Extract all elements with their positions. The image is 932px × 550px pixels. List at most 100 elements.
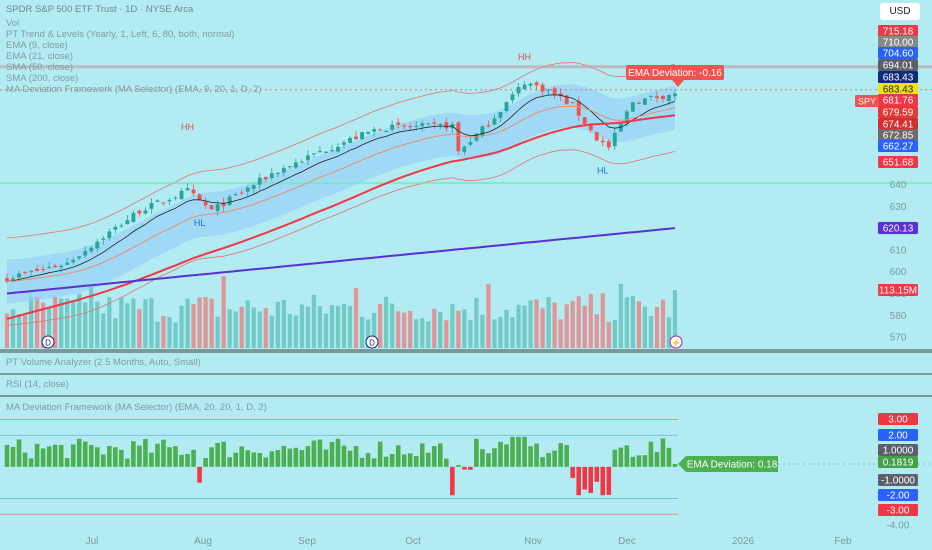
pane-rsi-title[interactable]: RSI (14, close): [6, 379, 69, 390]
candle-body: [287, 166, 292, 168]
deviation-bar: [185, 453, 190, 467]
deviation-bar: [528, 446, 533, 467]
deviation-bar: [407, 453, 413, 467]
deviation-bar: [347, 450, 353, 467]
volume-bar: [245, 300, 250, 348]
volume-bar: [59, 298, 64, 348]
deviation-bar: [245, 450, 251, 467]
deviation-tick-label: -4.00: [887, 521, 910, 532]
volume-bar: [480, 314, 485, 348]
deviation-bar: [137, 445, 142, 467]
ema9-line: [6, 94, 676, 282]
deviation-bar: [431, 446, 437, 467]
volume-bar: [624, 297, 629, 348]
indicator-vol[interactable]: Vol: [6, 18, 20, 29]
candle-body: [432, 122, 437, 124]
deviation-bar: [299, 450, 305, 467]
volume-bar: [438, 311, 443, 348]
volume-bar: [131, 298, 136, 348]
deviation-bar: [540, 457, 545, 467]
volume-bar: [71, 300, 76, 348]
deviation-bar: [113, 447, 118, 467]
deviation-bar: [191, 449, 196, 467]
candle-body: [420, 123, 425, 127]
deviation-tick-label: -3.00: [887, 506, 910, 517]
price-tag: 683.43: [883, 73, 914, 84]
deviation-bar: [287, 448, 293, 467]
candle-body: [528, 83, 533, 86]
candle-body: [245, 187, 250, 192]
deviation-band-lower: [6, 149, 676, 326]
x-tick-label: Dec: [618, 536, 636, 547]
deviation-bar: [660, 438, 666, 467]
volume-bar: [618, 283, 623, 348]
indicator-ma-deviation[interactable]: MA Deviation Framework (MA Selector) (EM…: [6, 84, 262, 95]
deviation-bar: [552, 450, 557, 467]
x-tick-label: 2026: [732, 536, 755, 547]
candle-body: [191, 189, 196, 194]
volume-bar: [396, 311, 401, 348]
indicator-sma200[interactable]: SMA (200, close): [6, 73, 79, 84]
deviation-bar: [52, 444, 58, 467]
pane-deviation-title[interactable]: MA Deviation Framework (MA Selector) (EM…: [6, 402, 267, 413]
deviation-tick-label: -2.00: [887, 491, 910, 502]
candle-body: [155, 200, 160, 202]
volume-bar: [570, 300, 575, 348]
deviation-bar: [179, 454, 184, 467]
x-tick-label: Nov: [524, 536, 542, 547]
deviation-bar: [94, 447, 100, 467]
dividend-marker-0: [41, 335, 55, 349]
volume-bar: [173, 322, 178, 348]
volume-bar: [462, 309, 467, 348]
volume-bar: [209, 298, 214, 348]
volume-bar: [648, 315, 654, 348]
deviation-bar: [444, 458, 449, 467]
candle-body: [498, 112, 503, 118]
price-tag: 662.27: [883, 142, 914, 153]
candle-body: [414, 125, 419, 127]
deviation-bar: [329, 441, 335, 467]
candle-body: [239, 192, 244, 194]
candle-body: [570, 102, 575, 104]
volume-bar: [323, 313, 329, 348]
deviation-bar: [239, 446, 244, 467]
x-tick-label: Jul: [86, 536, 99, 547]
volume-bar: [299, 304, 304, 348]
candle-body: [540, 84, 545, 92]
volume-bar: [672, 290, 678, 348]
volume-bar: [390, 303, 395, 348]
x-tick-label: Feb: [834, 536, 852, 547]
volume-bar: [534, 299, 539, 348]
indicator-pt-trend[interactable]: PT Trend & Levels (Yearly, 1, Left, 6, 8…: [6, 29, 235, 40]
candle-body: [667, 95, 671, 101]
volume-bar: [468, 320, 473, 348]
indicator-sma50[interactable]: SMA (50, close): [6, 62, 74, 73]
candle-body: [125, 220, 130, 225]
candle-body: [149, 202, 154, 209]
candle-body: [293, 162, 298, 168]
pane-volume-analyzer-title[interactable]: PT Volume Analyzer (2.5 Months, Auto, Sm…: [6, 357, 201, 368]
candle-body: [269, 173, 274, 179]
volume-bar: [281, 299, 286, 348]
indicator-ema9[interactable]: EMA (9, close): [6, 40, 68, 51]
deviation-tag: EMA Deviation: 0.18: [687, 460, 778, 471]
deviation-bar: [335, 438, 341, 467]
volume-bar: [432, 308, 437, 348]
currency-button[interactable]: USD: [880, 3, 920, 20]
candle-body: [299, 161, 304, 163]
deviation-bar: [425, 452, 431, 467]
candle-body: [71, 260, 76, 263]
deviation-bar: [131, 441, 136, 467]
deviation-bar: [359, 457, 365, 467]
candle-body: [47, 267, 52, 269]
swing-label-hh: HH: [181, 122, 194, 132]
ticker-tag: SPY: [858, 97, 876, 107]
candle-body: [77, 256, 82, 259]
candle-body: [197, 194, 202, 200]
price-tag: 651.68: [883, 158, 914, 169]
price-tag-bg: [878, 25, 918, 37]
indicator-ema21[interactable]: EMA (21, close): [6, 51, 74, 62]
sma200-line: [6, 227, 676, 295]
deviation-bar: [419, 443, 425, 467]
